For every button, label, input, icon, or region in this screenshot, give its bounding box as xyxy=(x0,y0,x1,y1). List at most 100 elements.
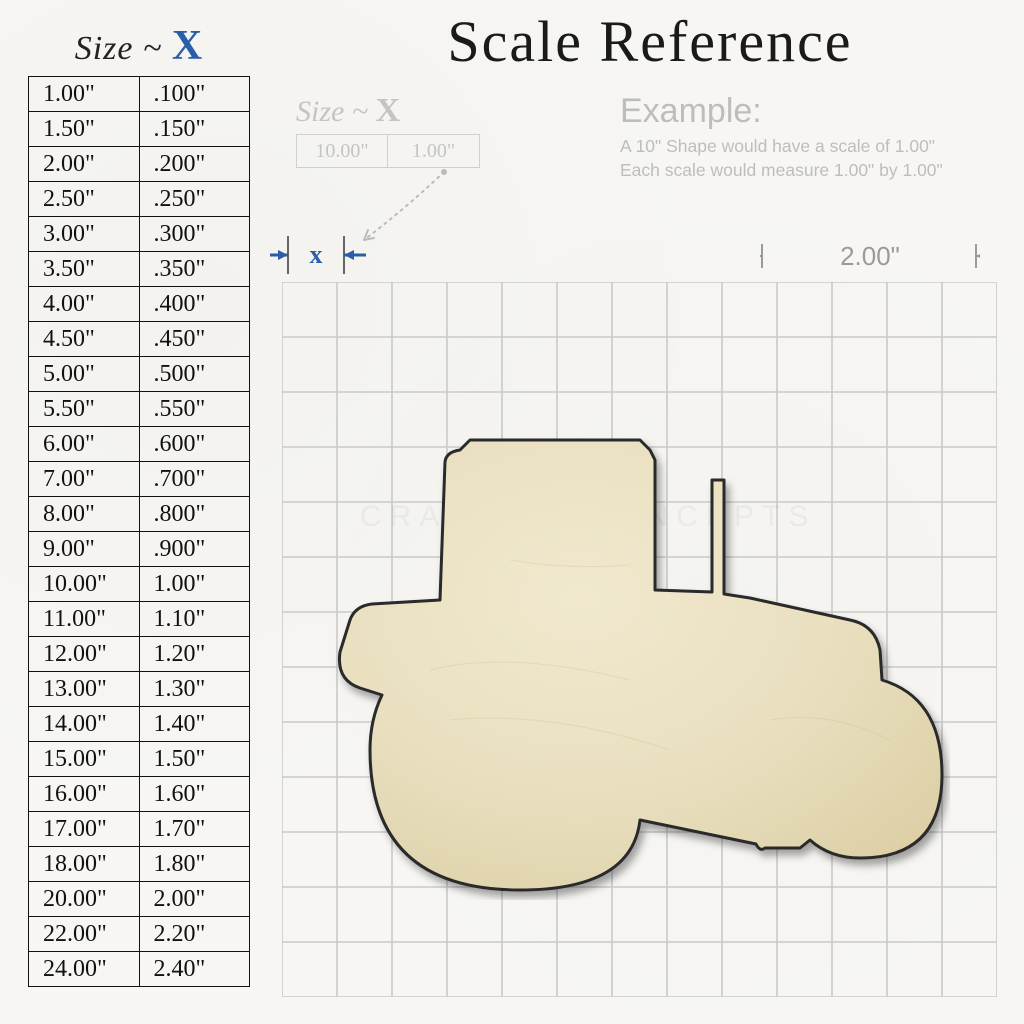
size-cell: 14.00" xyxy=(29,707,140,742)
x-cell: .100" xyxy=(139,77,250,112)
table-row: 8.00".800" xyxy=(29,497,250,532)
tractor-shape xyxy=(310,420,950,900)
size-cell: 6.00" xyxy=(29,427,140,462)
size-label-prefix: Size ~ xyxy=(75,30,172,67)
x-cell: 1.10" xyxy=(139,602,250,637)
table-row: 5.50".550" xyxy=(29,392,250,427)
table-row: 4.00".400" xyxy=(29,287,250,322)
table-row: 11.00"1.10" xyxy=(29,602,250,637)
size-cell: 3.00" xyxy=(29,217,140,252)
table-row: 14.00"1.40" xyxy=(29,707,250,742)
x-cell: 1.60" xyxy=(139,777,250,812)
mini-size-cells: 10.00" 1.00" xyxy=(296,134,506,168)
size-cell: 2.00" xyxy=(29,147,140,182)
table-row: 6.00".600" xyxy=(29,427,250,462)
table-row: 9.00".900" xyxy=(29,532,250,567)
size-cell: 2.50" xyxy=(29,182,140,217)
x-scale-marker: x xyxy=(278,230,398,280)
table-row: 1.50".150" xyxy=(29,112,250,147)
x-cell: 1.40" xyxy=(139,707,250,742)
mini-size-x: X xyxy=(376,92,401,129)
size-cell: 1.50" xyxy=(29,112,140,147)
x-cell: .900" xyxy=(139,532,250,567)
table-row: 20.00"2.00" xyxy=(29,882,250,917)
grid-dimension-label: 2.00" xyxy=(834,241,906,272)
size-table-header: Size ~ X xyxy=(28,22,250,70)
table-row: 22.00"2.20" xyxy=(29,917,250,952)
size-table-panel: Size ~ X 1.00".100"1.50".150"2.00".200"2… xyxy=(28,22,250,987)
table-row: 13.00"1.30" xyxy=(29,672,250,707)
x-cell: .300" xyxy=(139,217,250,252)
x-cell: 2.40" xyxy=(139,952,250,987)
grid-dimension-marker: 2.00" xyxy=(760,236,980,276)
table-row: 7.00".700" xyxy=(29,462,250,497)
size-table: 1.00".100"1.50".150"2.00".200"2.50".250"… xyxy=(28,76,250,987)
x-cell: .350" xyxy=(139,252,250,287)
size-label-x: X xyxy=(172,23,203,69)
x-cell: 1.00" xyxy=(139,567,250,602)
example-line-2: Each scale would measure 1.00" by 1.00" xyxy=(620,159,1000,183)
size-cell: 17.00" xyxy=(29,812,140,847)
size-cell: 18.00" xyxy=(29,847,140,882)
x-cell: .600" xyxy=(139,427,250,462)
x-marker-label: x xyxy=(310,240,323,269)
size-cell: 8.00" xyxy=(29,497,140,532)
table-row: 3.00".300" xyxy=(29,217,250,252)
x-cell: .450" xyxy=(139,322,250,357)
x-cell: 2.20" xyxy=(139,917,250,952)
x-cell: 1.50" xyxy=(139,742,250,777)
size-cell: 24.00" xyxy=(29,952,140,987)
table-row: 16.00"1.60" xyxy=(29,777,250,812)
table-row: 5.00".500" xyxy=(29,357,250,392)
table-row: 1.00".100" xyxy=(29,77,250,112)
table-row: 3.50".350" xyxy=(29,252,250,287)
x-cell: .700" xyxy=(139,462,250,497)
size-cell: 11.00" xyxy=(29,602,140,637)
size-cell: 4.00" xyxy=(29,287,140,322)
table-row: 12.00"1.20" xyxy=(29,637,250,672)
x-cell: .200" xyxy=(139,147,250,182)
x-cell: 1.80" xyxy=(139,847,250,882)
x-cell: .250" xyxy=(139,182,250,217)
size-cell: 20.00" xyxy=(29,882,140,917)
mini-size-header: Size ~ X xyxy=(296,92,506,130)
x-cell: 1.30" xyxy=(139,672,250,707)
size-cell: 1.00" xyxy=(29,77,140,112)
x-cell: 2.00" xyxy=(139,882,250,917)
example-line-1: A 10" Shape would have a scale of 1.00" xyxy=(620,135,1000,159)
size-cell: 22.00" xyxy=(29,917,140,952)
mini-size-block: Size ~ X 10.00" 1.00" xyxy=(296,92,506,168)
table-row: 10.00"1.00" xyxy=(29,567,250,602)
size-cell: 7.00" xyxy=(29,462,140,497)
table-row: 17.00"1.70" xyxy=(29,812,250,847)
table-row: 2.00".200" xyxy=(29,147,250,182)
x-cell: .400" xyxy=(139,287,250,322)
size-cell: 13.00" xyxy=(29,672,140,707)
size-cell: 9.00" xyxy=(29,532,140,567)
size-cell: 5.00" xyxy=(29,357,140,392)
table-row: 2.50".250" xyxy=(29,182,250,217)
table-row: 18.00"1.80" xyxy=(29,847,250,882)
size-cell: 15.00" xyxy=(29,742,140,777)
x-cell: .150" xyxy=(139,112,250,147)
x-cell: .800" xyxy=(139,497,250,532)
mini-cell-right: 1.00" xyxy=(388,134,480,168)
x-cell: .500" xyxy=(139,357,250,392)
mini-size-prefix: Size ~ xyxy=(296,95,376,128)
size-cell: 10.00" xyxy=(29,567,140,602)
table-row: 15.00"1.50" xyxy=(29,742,250,777)
table-row: 24.00"2.40" xyxy=(29,952,250,987)
example-title: Example: xyxy=(620,92,1000,131)
size-cell: 16.00" xyxy=(29,777,140,812)
x-cell: .550" xyxy=(139,392,250,427)
size-cell: 4.50" xyxy=(29,322,140,357)
size-cell: 5.50" xyxy=(29,392,140,427)
example-block: Example: A 10" Shape would have a scale … xyxy=(620,92,1000,182)
page-title: Scale Reference xyxy=(300,8,1000,75)
mini-cell-left: 10.00" xyxy=(296,134,388,168)
x-cell: 1.70" xyxy=(139,812,250,847)
table-row: 4.50".450" xyxy=(29,322,250,357)
x-cell: 1.20" xyxy=(139,637,250,672)
size-cell: 12.00" xyxy=(29,637,140,672)
size-cell: 3.50" xyxy=(29,252,140,287)
